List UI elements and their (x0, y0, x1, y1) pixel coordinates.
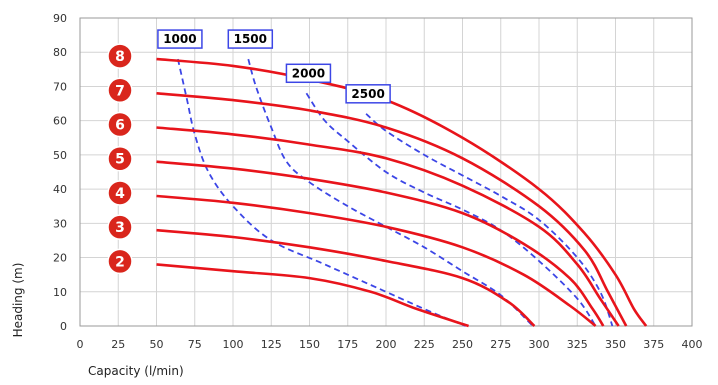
stage-label-8: 8 (115, 49, 125, 65)
x-tick-label: 350 (605, 338, 626, 351)
rpm-label-1000: 1000 (163, 32, 196, 46)
stage-curve-8 (156, 57, 648, 327)
x-tick-label: 225 (414, 338, 435, 351)
stage-curve-3 (156, 228, 536, 327)
rpm-label-box-1000 (157, 29, 203, 49)
x-tick-label: 150 (299, 338, 320, 351)
y-tick-label: 30 (53, 217, 67, 230)
x-tick-label: 375 (643, 338, 664, 351)
stage-badge-2 (107, 248, 133, 275)
y-tick-label: 60 (53, 115, 67, 128)
x-tick-label: 200 (376, 338, 397, 351)
stage-curve-2 (156, 263, 470, 328)
rpm-label-box-1500 (227, 29, 274, 49)
x-tick-label: 300 (529, 338, 550, 351)
x-tick-label: 175 (337, 338, 358, 351)
y-tick-label: 90 (53, 12, 67, 25)
stage-curve-5 (156, 160, 605, 327)
y-tick-label: 20 (53, 252, 67, 265)
stage-label-4: 4 (115, 186, 125, 202)
stage-badge-6 (107, 111, 133, 138)
plot-frame (79, 17, 693, 327)
rpm-label-1500: 1500 (234, 32, 267, 46)
x-tick-label: 125 (261, 338, 282, 351)
rpm-label-box-2000 (285, 63, 332, 84)
y-tick-label: 50 (53, 149, 67, 162)
rpm-label-2500: 2500 (351, 87, 384, 101)
y-axis-title: Heading (m) (11, 263, 25, 338)
stage-curve-6 (156, 126, 620, 327)
stage-label-6: 6 (115, 118, 125, 134)
stage-curve-7 (156, 92, 628, 327)
x-axis-title: Capacity (l/min) (88, 364, 184, 378)
y-tick-label: 10 (53, 286, 67, 299)
series (156, 57, 648, 328)
rpm-curve-1000 (177, 58, 466, 327)
x-tick-label: 50 (150, 338, 164, 351)
stage-label-3: 3 (115, 220, 125, 236)
axes: 0 25 50 75 100 125 150 175 200 225 250 275 300 325 350… (53, 12, 703, 351)
stage-label-5: 5 (115, 152, 125, 168)
y-tick-label: 70 (53, 80, 67, 93)
stage-label-2: 2 (115, 254, 125, 270)
rpm-label-box-2500 (345, 84, 391, 104)
x-tick-label: 275 (490, 338, 511, 351)
stage-curve-4 (156, 194, 597, 328)
stage-badge-8 (107, 43, 133, 69)
y-tick-label: 80 (53, 46, 67, 59)
y-tick-label: 40 (53, 183, 67, 196)
series-labels: 8 7 6 5 4 3 2 1000 1500 2000 2500 (107, 29, 391, 275)
rpm-curve-1500 (247, 58, 534, 327)
stage-badge-3 (107, 214, 133, 240)
x-tick-label: 0 (77, 338, 84, 351)
x-tick-label: 75 (188, 338, 202, 351)
x-tick-label: 100 (223, 338, 244, 351)
y-tick-label: 0 (60, 320, 67, 333)
stage-label-7: 7 (115, 83, 125, 99)
stage-badge-4 (107, 180, 133, 206)
rpm-label-2000: 2000 (292, 66, 325, 80)
x-tick-label: 250 (452, 338, 473, 351)
x-tick-label: 400 (682, 338, 703, 351)
x-tick-label: 325 (567, 338, 588, 351)
stage-badge-5 (107, 145, 133, 172)
stage-badge-7 (107, 77, 133, 104)
x-tick-label: 25 (111, 338, 125, 351)
